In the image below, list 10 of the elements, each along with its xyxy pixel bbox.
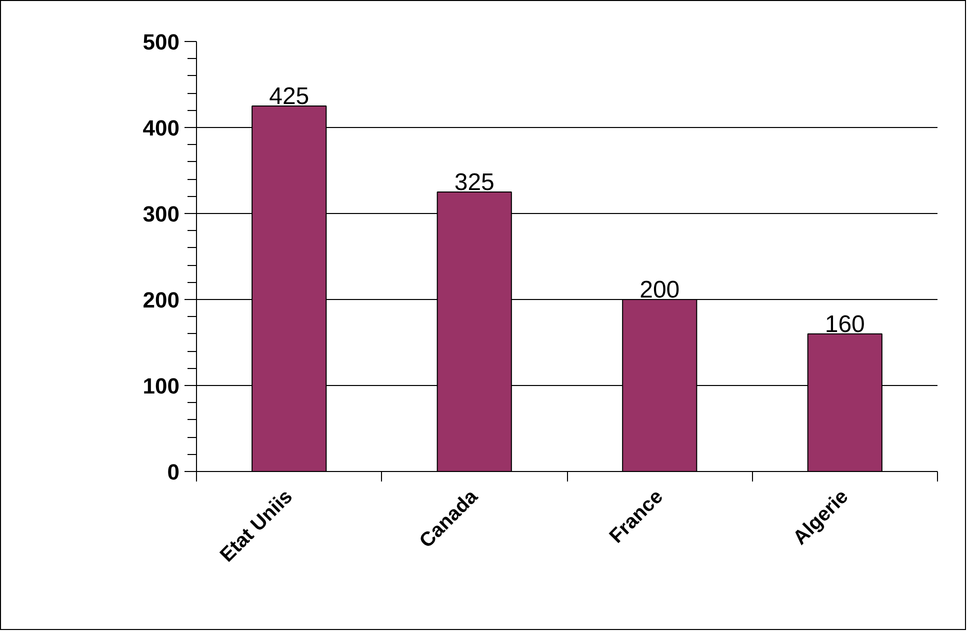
y-tick-label: 500 bbox=[142, 30, 180, 54]
y-tick-label: 0 bbox=[167, 460, 180, 484]
y-tick-label: 400 bbox=[142, 116, 180, 140]
data-label: 425 bbox=[269, 83, 310, 110]
y-tick-label: 200 bbox=[142, 288, 180, 312]
y-tick-label: 300 bbox=[142, 202, 180, 226]
y-tick-label: 100 bbox=[142, 374, 180, 398]
data-label: 160 bbox=[824, 310, 865, 338]
data-label: 200 bbox=[640, 276, 680, 304]
data-label: 325 bbox=[454, 169, 494, 196]
